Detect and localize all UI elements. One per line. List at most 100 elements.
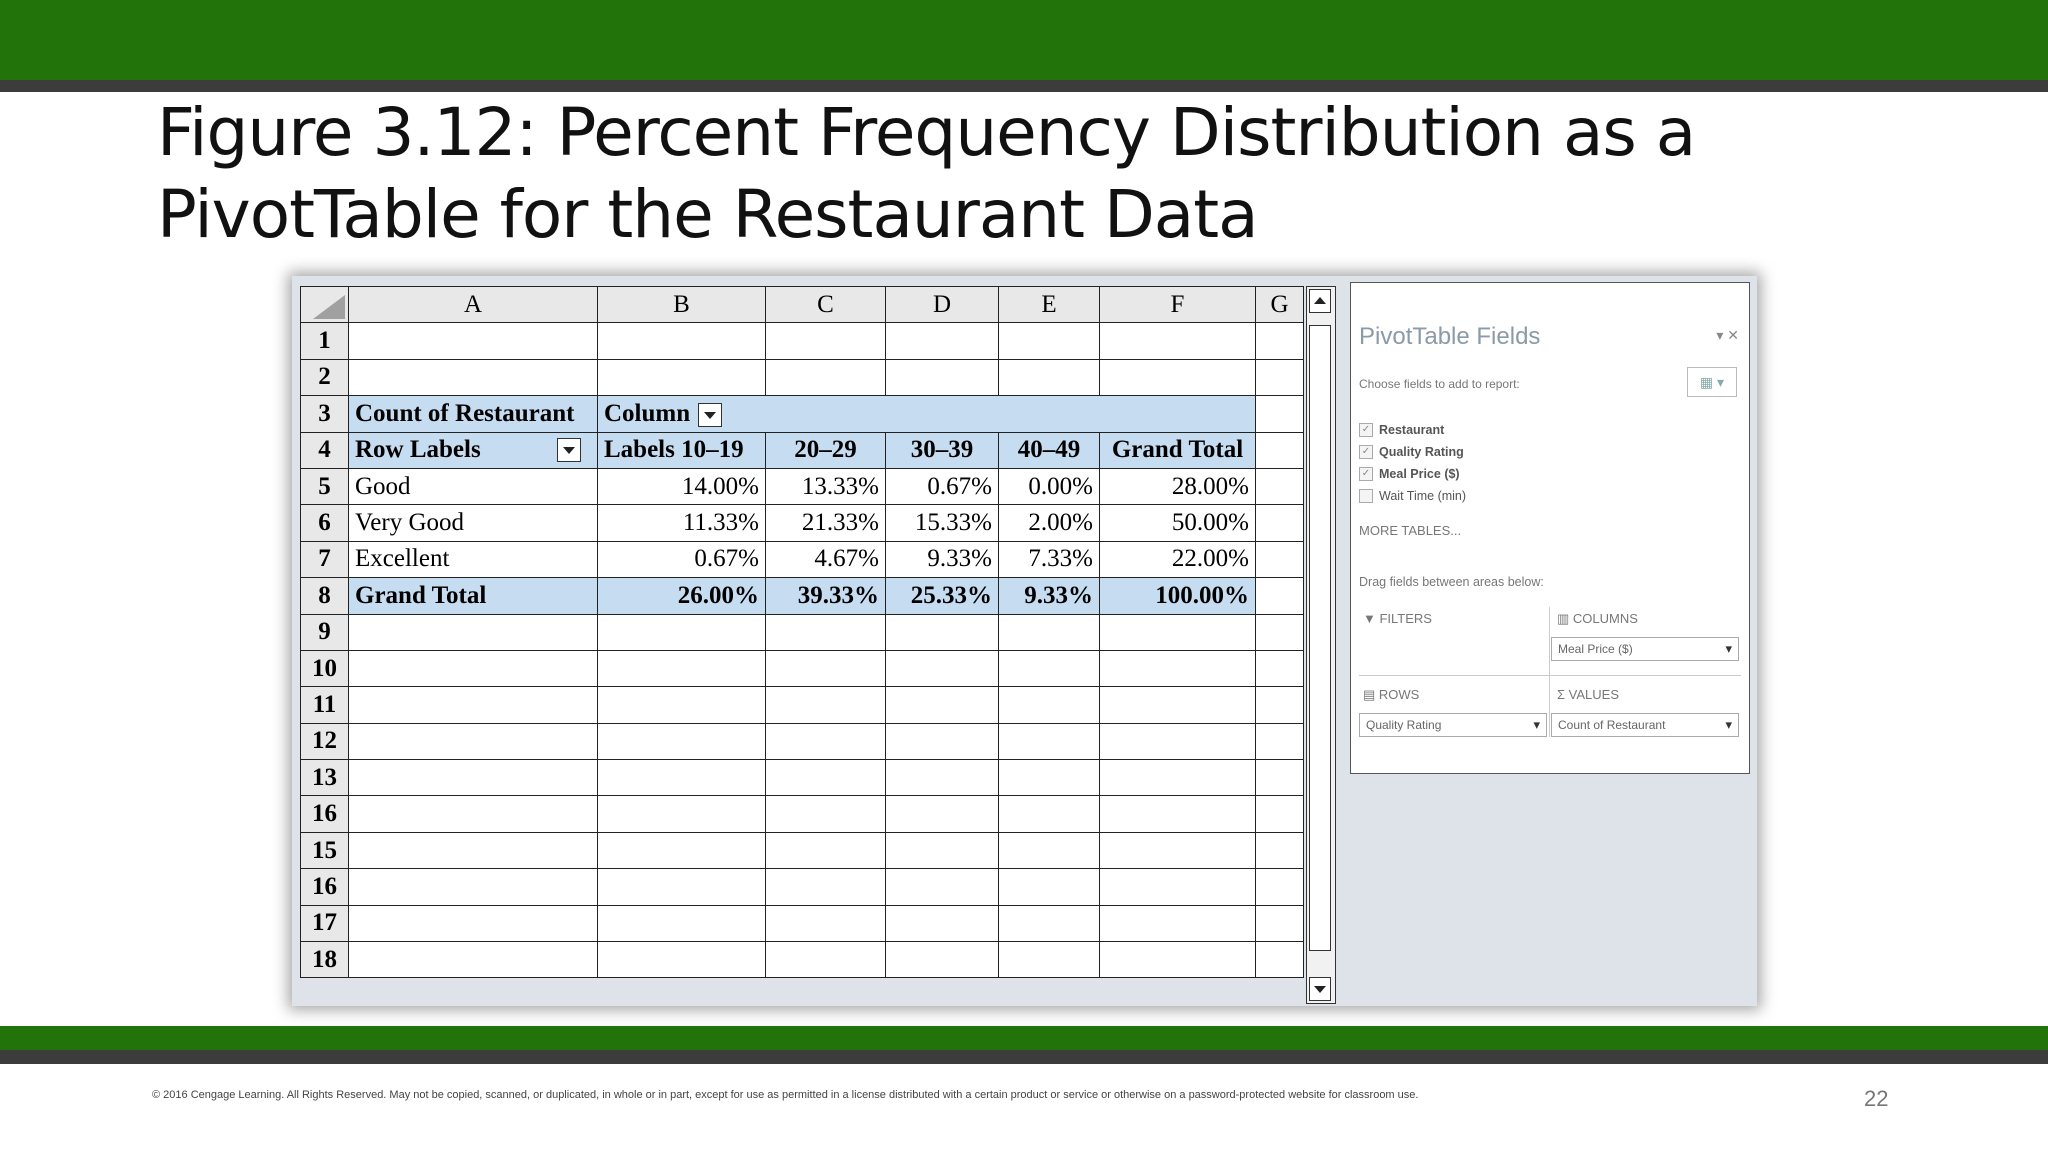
values-field-dropdown[interactable]: Count of Restaurant [1551,713,1739,737]
cell[interactable] [765,722,886,761]
row-header-3[interactable]: 3 [300,395,349,433]
pivot-total-cell[interactable]: 25.33% [885,577,999,615]
cell[interactable] [348,722,598,761]
cell[interactable] [348,941,598,979]
row-header-17[interactable]: 17 [300,904,349,943]
cell[interactable] [1255,941,1304,979]
cell[interactable] [597,831,766,870]
cell[interactable] [1099,686,1256,724]
select-all-corner[interactable] [300,285,349,324]
cell[interactable] [1099,395,1256,433]
cell[interactable] [765,322,886,360]
cell[interactable] [1255,795,1304,833]
column-header-e[interactable]: E [998,285,1100,324]
cell[interactable] [1255,868,1304,906]
row-header-2[interactable]: 2 [300,358,349,397]
cell[interactable] [765,613,886,651]
column-header-f[interactable]: F [1099,285,1256,324]
pivot-total-cell[interactable]: 26.00% [597,577,766,615]
cell[interactable] [348,613,598,651]
cell[interactable] [998,322,1100,360]
cell[interactable] [765,759,886,797]
cell[interactable] [765,358,886,397]
cell[interactable] [1099,795,1256,833]
more-tables-link[interactable]: MORE TABLES... [1359,523,1462,538]
cell[interactable] [348,649,598,688]
cell[interactable] [1255,759,1304,797]
cell[interactable] [998,941,1100,979]
cell[interactable] [1255,722,1304,761]
row-header-11[interactable]: 11 [300,686,349,724]
pivot-value-cell[interactable]: 15.33% [885,504,999,542]
pivot-row-labels-cell[interactable]: Row Labels [348,431,598,469]
scrollbar-thumb[interactable] [1309,325,1331,951]
cell[interactable] [348,759,598,797]
pivot-row-label[interactable]: Excellent [348,540,598,579]
field-meal-price[interactable]: ✓ Meal Price ($) [1359,467,1460,481]
cell[interactable] [885,358,999,397]
cell[interactable] [348,831,598,870]
cell[interactable] [885,722,999,761]
rows-field-dropdown[interactable]: Quality Rating [1359,713,1547,737]
cell[interactable] [765,904,886,943]
column-header-a[interactable]: A [348,285,598,324]
cell[interactable] [998,795,1100,833]
cell[interactable] [885,941,999,979]
row-header-13[interactable]: 13 [300,759,349,797]
row-header-10[interactable]: 10 [300,649,349,688]
pane-close-controls-icon[interactable]: ▾ ✕ [1716,327,1739,343]
cell[interactable] [348,868,598,906]
cell[interactable] [1255,431,1304,469]
cell[interactable] [1099,613,1256,651]
cell[interactable] [348,904,598,943]
cell[interactable] [1099,358,1256,397]
field-wait-time[interactable]: Wait Time (min) [1359,489,1466,503]
column-header-b[interactable]: B [597,285,766,324]
cell[interactable] [885,686,999,724]
row-header-8[interactable]: 8 [300,577,349,615]
pivot-value-cell[interactable]: 22.00% [1099,540,1256,579]
cell[interactable] [885,759,999,797]
cell[interactable] [765,395,886,433]
pivot-value-cell[interactable]: 7.33% [998,540,1100,579]
cell[interactable] [998,358,1100,397]
pivot-value-cell[interactable]: 14.00% [597,467,766,506]
pivot-header-grand-total[interactable]: Grand Total [1099,431,1256,469]
row-header-15[interactable]: 15 [300,831,349,870]
row-header-16[interactable]: 16 [300,868,349,906]
cell[interactable] [765,686,886,724]
cell[interactable] [1255,686,1304,724]
column-header-c[interactable]: C [765,285,886,324]
pivot-value-cell[interactable]: 0.67% [885,467,999,506]
cell[interactable] [1255,540,1304,579]
pivot-value-cell[interactable]: 50.00% [1099,504,1256,542]
column-header-d[interactable]: D [885,285,999,324]
cell[interactable] [885,322,999,360]
row-header-14[interactable]: 16 [300,795,349,833]
cell[interactable] [597,649,766,688]
pivot-header-40-49[interactable]: 40–49 [998,431,1100,469]
cell[interactable] [1099,759,1256,797]
cell[interactable] [1255,322,1304,360]
pivot-value-cell[interactable]: 4.67% [765,540,886,579]
row-header-7[interactable]: 7 [300,540,349,579]
cell[interactable] [765,941,886,979]
cell[interactable] [1255,649,1304,688]
cell[interactable] [998,613,1100,651]
pivot-value-cell[interactable]: 11.33% [597,504,766,542]
cell[interactable] [1099,868,1256,906]
cell[interactable] [348,686,598,724]
row-header-6[interactable]: 6 [300,504,349,542]
cell[interactable] [1099,722,1256,761]
cell[interactable] [885,904,999,943]
row-labels-filter-dropdown-icon[interactable] [557,438,581,463]
pivot-header-20-29[interactable]: 20–29 [765,431,886,469]
pivot-header-30-39[interactable]: 30–39 [885,431,999,469]
cell[interactable] [1255,358,1304,397]
cell[interactable] [885,649,999,688]
cell[interactable] [765,831,886,870]
pivot-total-cell[interactable]: 9.33% [998,577,1100,615]
cell[interactable] [998,868,1100,906]
columns-field-dropdown[interactable]: Meal Price ($) [1551,637,1739,661]
cell[interactable] [885,613,999,651]
